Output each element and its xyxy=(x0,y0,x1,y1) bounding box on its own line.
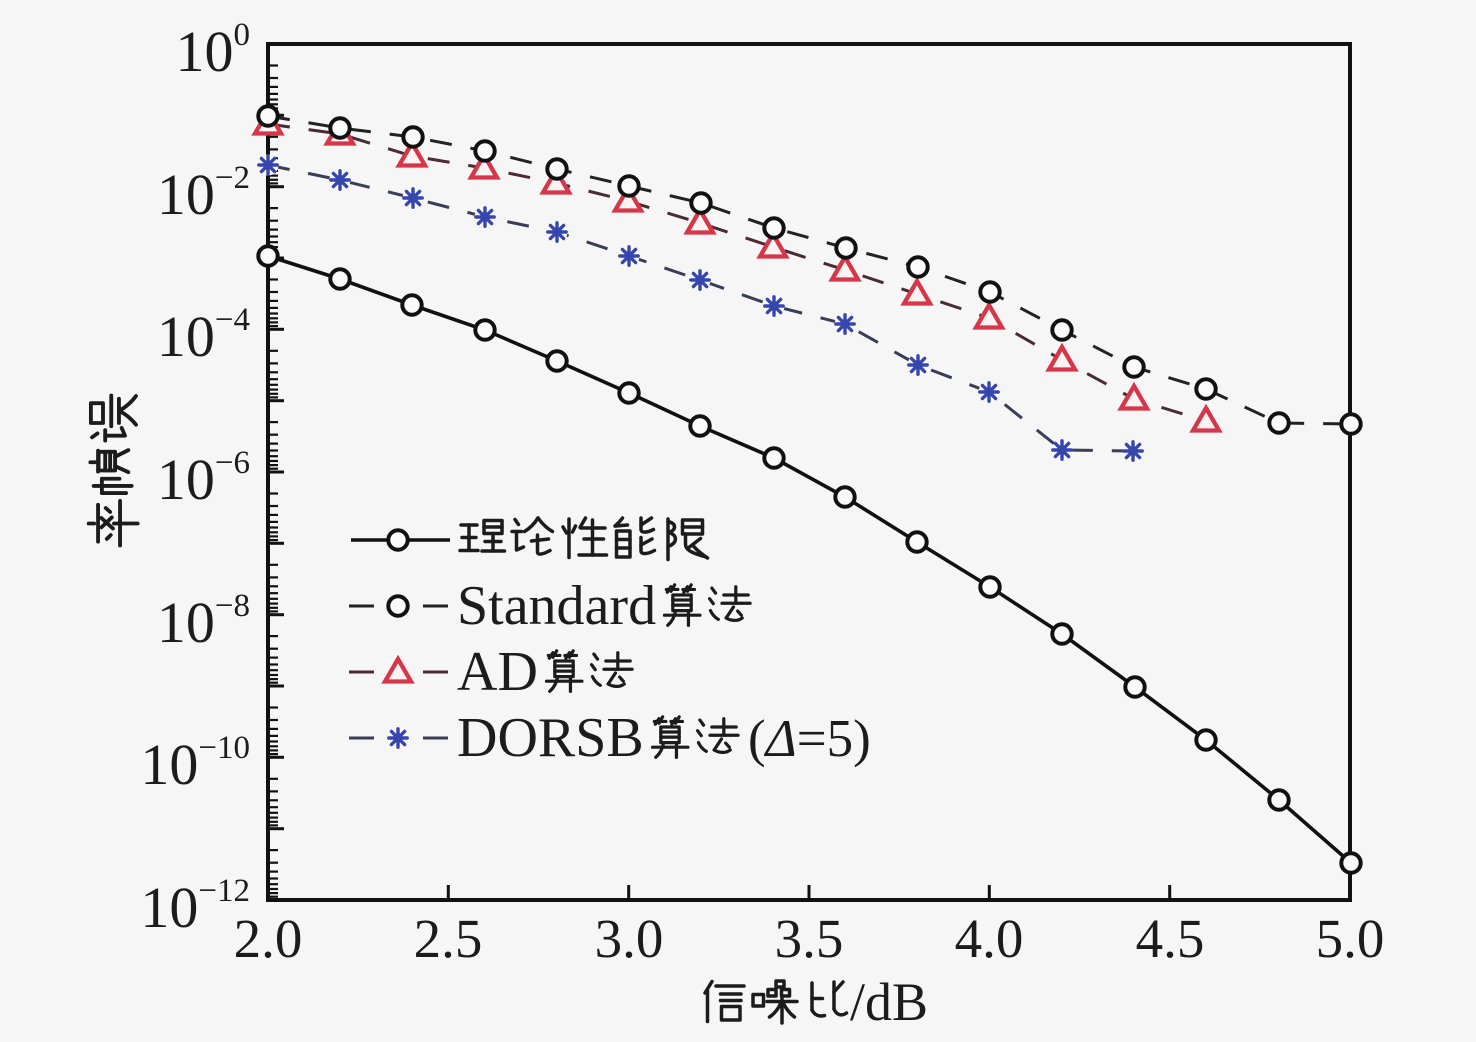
svg-text:4.5: 4.5 xyxy=(1136,908,1205,969)
svg-text:DORSB: DORSB xyxy=(457,707,644,769)
svg-text:(Δ=5): (Δ=5) xyxy=(748,710,871,768)
svg-text:3.0: 3.0 xyxy=(595,908,664,969)
svg-text:Standard: Standard xyxy=(457,575,656,637)
svg-text:/dB: /dB xyxy=(850,972,928,1032)
svg-text:3.5: 3.5 xyxy=(775,908,844,969)
svg-text:2.0: 2.0 xyxy=(234,908,303,969)
svg-text:5.0: 5.0 xyxy=(1316,908,1385,969)
svg-text:4.0: 4.0 xyxy=(955,908,1024,969)
svg-text:AD: AD xyxy=(457,641,538,703)
svg-text:2.5: 2.5 xyxy=(414,908,483,969)
svg-text:10−6: 10−6 xyxy=(157,445,250,512)
